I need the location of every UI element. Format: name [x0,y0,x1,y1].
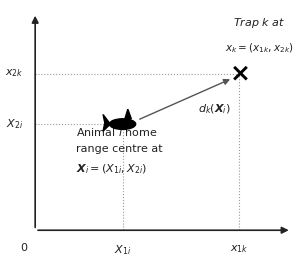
Ellipse shape [110,119,136,129]
Text: $d_k(\boldsymbol{X}_i)$: $d_k(\boldsymbol{X}_i)$ [198,102,231,116]
Polygon shape [103,114,110,131]
Text: range centre at: range centre at [76,144,162,154]
Text: $X_{2i}$: $X_{2i}$ [6,117,24,131]
Text: Trap $k$ at: Trap $k$ at [233,16,286,30]
Text: $X_{1i}$: $X_{1i}$ [114,243,131,257]
Polygon shape [125,109,131,119]
Text: $\mathbf{\times}$: $\mathbf{\times}$ [229,62,249,85]
Text: $\boldsymbol{X}_i = (X_{1i}, X_{2i})$: $\boldsymbol{X}_i = (X_{1i}, X_{2i})$ [76,163,147,176]
Text: Animal $i$ home: Animal $i$ home [76,126,158,138]
Text: 0: 0 [20,243,27,253]
Text: $x_{2k}$: $x_{2k}$ [5,68,24,79]
Text: $x_k = (x_{1k}, x_{2k})$: $x_k = (x_{1k}, x_{2k})$ [225,41,294,55]
Text: $x_{1k}$: $x_{1k}$ [230,243,248,255]
